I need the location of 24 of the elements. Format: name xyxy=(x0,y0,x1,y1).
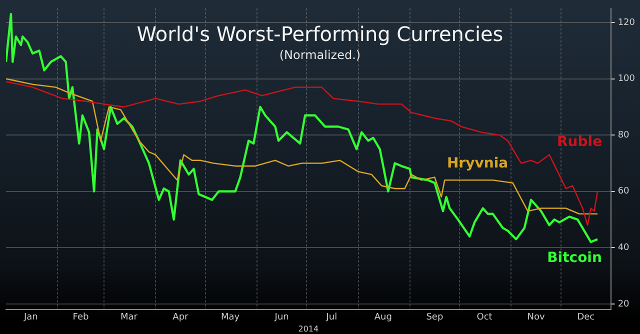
x-tick-label: Mar xyxy=(120,312,138,322)
y-tick-label: 80 xyxy=(618,130,630,140)
y-tick-label: 100 xyxy=(618,74,636,84)
x-tick-label: Oct xyxy=(476,312,493,322)
x-tick-label: May xyxy=(221,312,240,322)
series-label: Ruble xyxy=(557,134,602,150)
x-tick-label: Jul xyxy=(325,312,338,322)
x-axis-title: 2014 xyxy=(298,324,319,334)
y-tick-label: 120 xyxy=(618,18,636,28)
series-label: Hryvnia xyxy=(446,156,508,172)
text: World's Worst-Performing Currencies xyxy=(136,22,504,46)
x-tick-label: Feb xyxy=(72,312,90,322)
x-tick-label: Apr xyxy=(172,312,189,322)
y-tick-label: 60 xyxy=(618,186,630,197)
y-tick-label: 20 xyxy=(618,299,630,310)
series-label: Bitcoin xyxy=(547,250,602,266)
x-tick-label: Jan xyxy=(22,312,38,322)
x-tick-label: Dec xyxy=(577,312,595,322)
x-tick-label: Nov xyxy=(527,312,546,322)
x-tick-label: Aug xyxy=(374,312,392,322)
y-tick-label: 40 xyxy=(618,243,630,254)
x-tick-label: Sep xyxy=(426,312,444,322)
x-tick-label: Jun xyxy=(274,312,289,322)
text: (Normalized.) xyxy=(278,48,362,62)
